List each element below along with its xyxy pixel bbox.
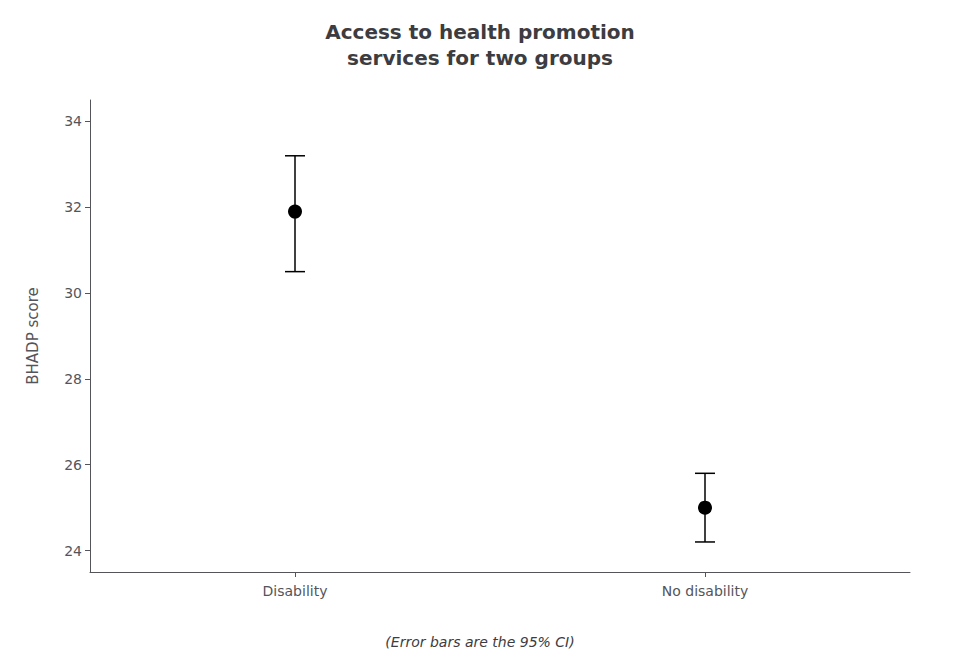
svg-text:28: 28: [64, 371, 82, 387]
svg-text:services for two groups: services for two groups: [347, 46, 613, 70]
svg-text:Access to health promotion: Access to health promotion: [325, 20, 635, 44]
svg-text:BHADP score: BHADP score: [24, 287, 42, 385]
svg-text:32: 32: [64, 199, 82, 215]
svg-text:26: 26: [64, 457, 82, 473]
svg-text:30: 30: [64, 285, 82, 301]
svg-text:No disability: No disability: [662, 583, 748, 599]
svg-text:Disability: Disability: [263, 583, 328, 599]
svg-text:(Error bars are the 95% CI): (Error bars are the 95% CI): [385, 634, 574, 650]
svg-text:34: 34: [64, 113, 82, 129]
svg-text:24: 24: [64, 543, 82, 559]
